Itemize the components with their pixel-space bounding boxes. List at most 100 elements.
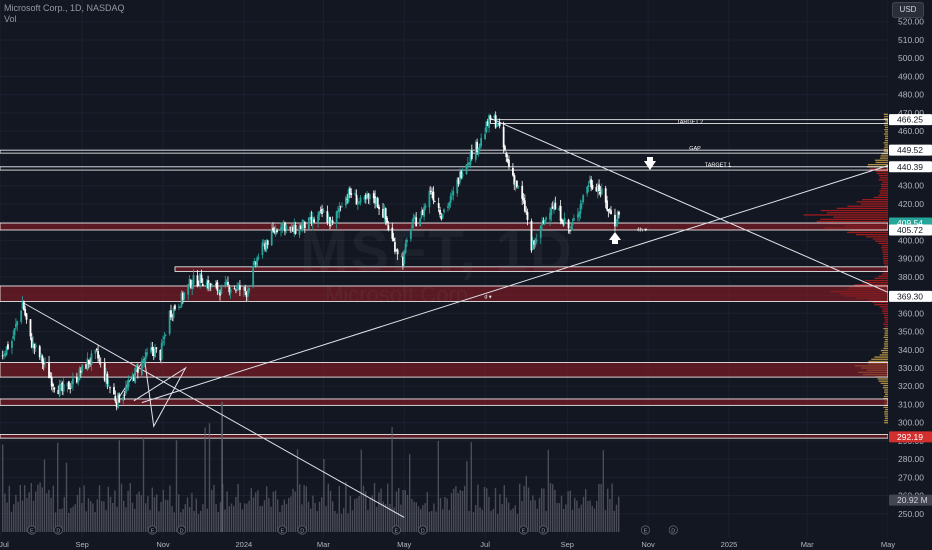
profile-bar [884, 124, 888, 126]
candle-body [595, 186, 598, 192]
time-axis[interactable]: Jul Sep Nov 2024 Mar May Jul Sep Nov 2025 Mar May E D… [0, 525, 895, 550]
candle-body [131, 375, 134, 379]
volume-bar [354, 498, 356, 532]
volume-bar [479, 507, 481, 532]
volume-bar [180, 512, 182, 532]
volume-bar [453, 488, 455, 532]
profile-bar [883, 406, 888, 409]
volume-bar [318, 501, 321, 532]
price-axis[interactable]: 250.00260.00270.00280.00290.00300.00310.… [888, 0, 932, 550]
profile-bar [884, 321, 888, 323]
candle-body [44, 362, 46, 364]
volume-bar [481, 509, 483, 532]
volume-bar [615, 504, 618, 532]
volume-bar [197, 513, 200, 532]
candle-body [15, 324, 17, 328]
candle-body [117, 393, 119, 408]
profile-bar [883, 150, 888, 153]
volume-bar [510, 510, 512, 532]
candle-body [207, 280, 209, 289]
profile-bar [880, 382, 888, 384]
candle-body [345, 197, 347, 206]
volume-bar [490, 510, 492, 532]
volume-bar [4, 493, 6, 532]
candle-body [606, 200, 608, 210]
volume-bar [347, 513, 349, 532]
volume-bar [367, 509, 369, 532]
volume-bar [400, 504, 402, 532]
volume-bar [457, 492, 459, 532]
candle-body [75, 377, 78, 383]
volume-bar [356, 498, 358, 532]
candle-body [412, 217, 415, 223]
volume-bar [211, 489, 213, 532]
volume-bar [552, 484, 554, 532]
candle-body [99, 362, 102, 363]
volume-bar [391, 427, 393, 532]
volume-bar [235, 496, 237, 532]
candle-body [313, 219, 316, 223]
profile-bar [884, 338, 888, 341]
candle-body [143, 359, 146, 363]
candle-body [123, 394, 126, 396]
candle-body [383, 209, 386, 217]
volume-bar [2, 444, 4, 532]
candle-body [281, 222, 284, 230]
volume-bar [63, 497, 65, 532]
volume-bar [439, 497, 442, 532]
profile-bar [884, 341, 888, 343]
profile-bar [884, 417, 888, 419]
volume-bar [191, 492, 193, 532]
volume-bar [233, 505, 235, 532]
volume-bar [281, 504, 283, 532]
candle-body [160, 343, 163, 360]
symbol-legend[interactable]: Microsoft Corp., 1D, NASDAQ [4, 3, 125, 13]
candle-body [280, 226, 282, 231]
price-tick-label: 460.00 [898, 126, 924, 136]
candle-body [488, 115, 490, 129]
volume-bar [228, 506, 230, 532]
profile-bar [879, 306, 888, 308]
candle-body [549, 213, 551, 220]
currency-button[interactable]: USD [892, 2, 924, 18]
candle-body [428, 190, 431, 208]
candle-body [441, 214, 444, 219]
profile-bar [884, 411, 888, 413]
candle-body [354, 192, 357, 195]
candle-body [134, 368, 137, 383]
volume-bar [6, 502, 8, 532]
volume-bar [68, 512, 70, 532]
candle-body [172, 307, 175, 318]
profile-bar [847, 205, 888, 207]
volume-bar [230, 503, 233, 532]
candle-body [525, 211, 528, 212]
badge-low-level: 292.19 [897, 432, 923, 442]
zone-box [0, 222, 889, 231]
profile-bar [866, 236, 888, 238]
candle-body [440, 215, 443, 220]
profile-bar [868, 360, 888, 363]
volume-bar [189, 507, 191, 532]
candle-body [545, 217, 547, 220]
volume-bar [24, 485, 26, 532]
volume-bar [105, 509, 107, 532]
volume-bar [455, 486, 457, 532]
volume-bar [349, 495, 351, 532]
candle-body [22, 302, 25, 310]
candle-body [553, 204, 555, 211]
chart-legend[interactable]: Microsoft Corp., 1D, NASDAQ Vol [4, 3, 125, 25]
candle-body [571, 221, 574, 226]
event-marker-icon [518, 525, 529, 535]
volume-bar [362, 485, 365, 532]
profile-bar [872, 238, 888, 240]
candle-body [188, 278, 191, 286]
profile-bar [884, 413, 888, 415]
profile-bar [883, 271, 888, 273]
candle-body [233, 287, 236, 289]
candle-body [337, 210, 339, 213]
candle-body [506, 158, 509, 162]
candle-body [356, 202, 359, 205]
candle-body [69, 387, 72, 390]
volume-legend[interactable]: Vol [4, 14, 17, 24]
